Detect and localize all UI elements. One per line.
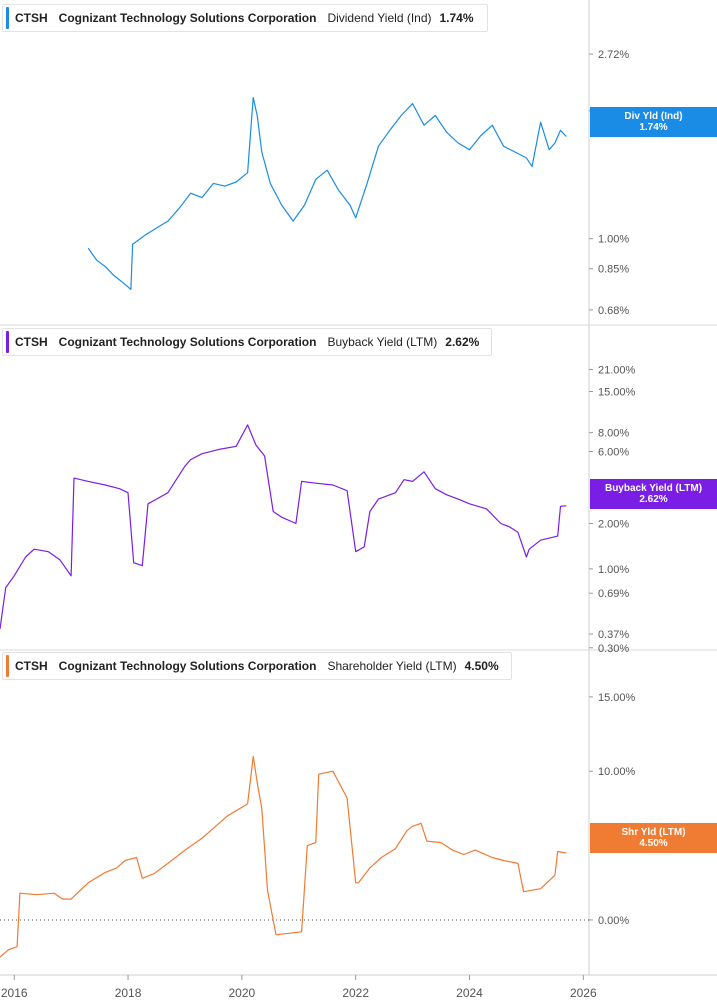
- y-tick-label: 0.85%: [598, 264, 629, 276]
- legend-buyback-metric: Buyback Yield (LTM): [327, 335, 438, 349]
- y-tick-label: 10.00%: [598, 766, 636, 778]
- y-tick-label: 0.00%: [598, 915, 629, 927]
- legend-buyback-value: 2.62%: [445, 335, 480, 349]
- legend-shareholder: CTSH Cognizant Technology Solutions Corp…: [2, 652, 512, 680]
- y-tick-label: 2.72%: [598, 49, 629, 61]
- x-tick-label: 2024: [456, 986, 483, 1000]
- panel-separators: [0, 0, 717, 975]
- y-tick-label: 6.00%: [598, 447, 629, 459]
- legend-dividend-value: 1.74%: [439, 11, 474, 25]
- legend-shareholder-metric: Shareholder Yield (LTM): [327, 659, 457, 673]
- flag-buyback-value: 2.62%: [639, 494, 668, 505]
- x-tick-label: 2026: [570, 986, 597, 1000]
- y-tick-label: 8.00%: [598, 428, 629, 440]
- y-tick-label: 0.69%: [598, 588, 629, 600]
- y-tick-label: 21.00%: [598, 364, 636, 376]
- x-axis: 2016 2018 2020 2022 2024 2026: [0, 974, 717, 1000]
- flag-dividend-value: 1.74%: [639, 122, 668, 133]
- y-tick-label: 2.00%: [598, 518, 629, 530]
- legend-dividend-metric: Dividend Yield (Ind): [327, 11, 432, 25]
- legend-shareholder-swatch: [6, 655, 9, 677]
- legend-shareholder-company: Cognizant Technology Solutions Corporati…: [58, 659, 317, 673]
- y-tick-label: 0.30%: [598, 643, 629, 655]
- flag-dividend: Div Yld (Ind) 1.74%: [590, 107, 717, 137]
- legend-shareholder-ticker: CTSH: [15, 659, 48, 673]
- legend-dividend: CTSH Cognizant Technology Solutions Corp…: [2, 4, 488, 32]
- legend-buyback-company: Cognizant Technology Solutions Corporati…: [58, 335, 317, 349]
- series-line-2: [0, 755, 567, 958]
- x-tick-label: 2016: [1, 986, 28, 1000]
- y-tick-label: 1.00%: [598, 564, 629, 576]
- legend-dividend-company: Cognizant Technology Solutions Corporati…: [58, 11, 317, 25]
- flag-shareholder: Shr Yld (LTM) 4.50%: [590, 823, 717, 853]
- flag-buyback: Buyback Yield (LTM) 2.62%: [590, 479, 717, 509]
- legend-dividend-swatch: [6, 7, 9, 29]
- y-tick-label: 15.00%: [598, 386, 636, 398]
- x-tick-label: 2018: [115, 986, 142, 1000]
- legend-buyback-ticker: CTSH: [15, 335, 48, 349]
- legend-buyback: CTSH Cognizant Technology Solutions Corp…: [2, 328, 492, 356]
- flag-shareholder-value: 4.50%: [639, 838, 668, 849]
- flag-shareholder-label: Shr Yld (LTM): [621, 827, 686, 838]
- y-tick-label: 0.37%: [598, 629, 629, 641]
- x-tick-label: 2020: [229, 986, 256, 1000]
- series-line-1: [0, 424, 567, 629]
- series-lines: [0, 96, 567, 958]
- legend-shareholder-value: 4.50%: [464, 659, 499, 673]
- y-tick-label: 1.00%: [598, 234, 629, 246]
- y-tick-label: 0.68%: [598, 305, 629, 317]
- flag-buyback-label: Buyback Yield (LTM): [604, 483, 703, 494]
- flag-dividend-label: Div Yld (Ind): [624, 111, 683, 122]
- x-tick-label: 2022: [342, 986, 369, 1000]
- legend-buyback-swatch: [6, 331, 9, 353]
- series-line-0: [87, 96, 567, 290]
- legend-dividend-ticker: CTSH: [15, 11, 48, 25]
- y-tick-label: 15.00%: [598, 692, 636, 704]
